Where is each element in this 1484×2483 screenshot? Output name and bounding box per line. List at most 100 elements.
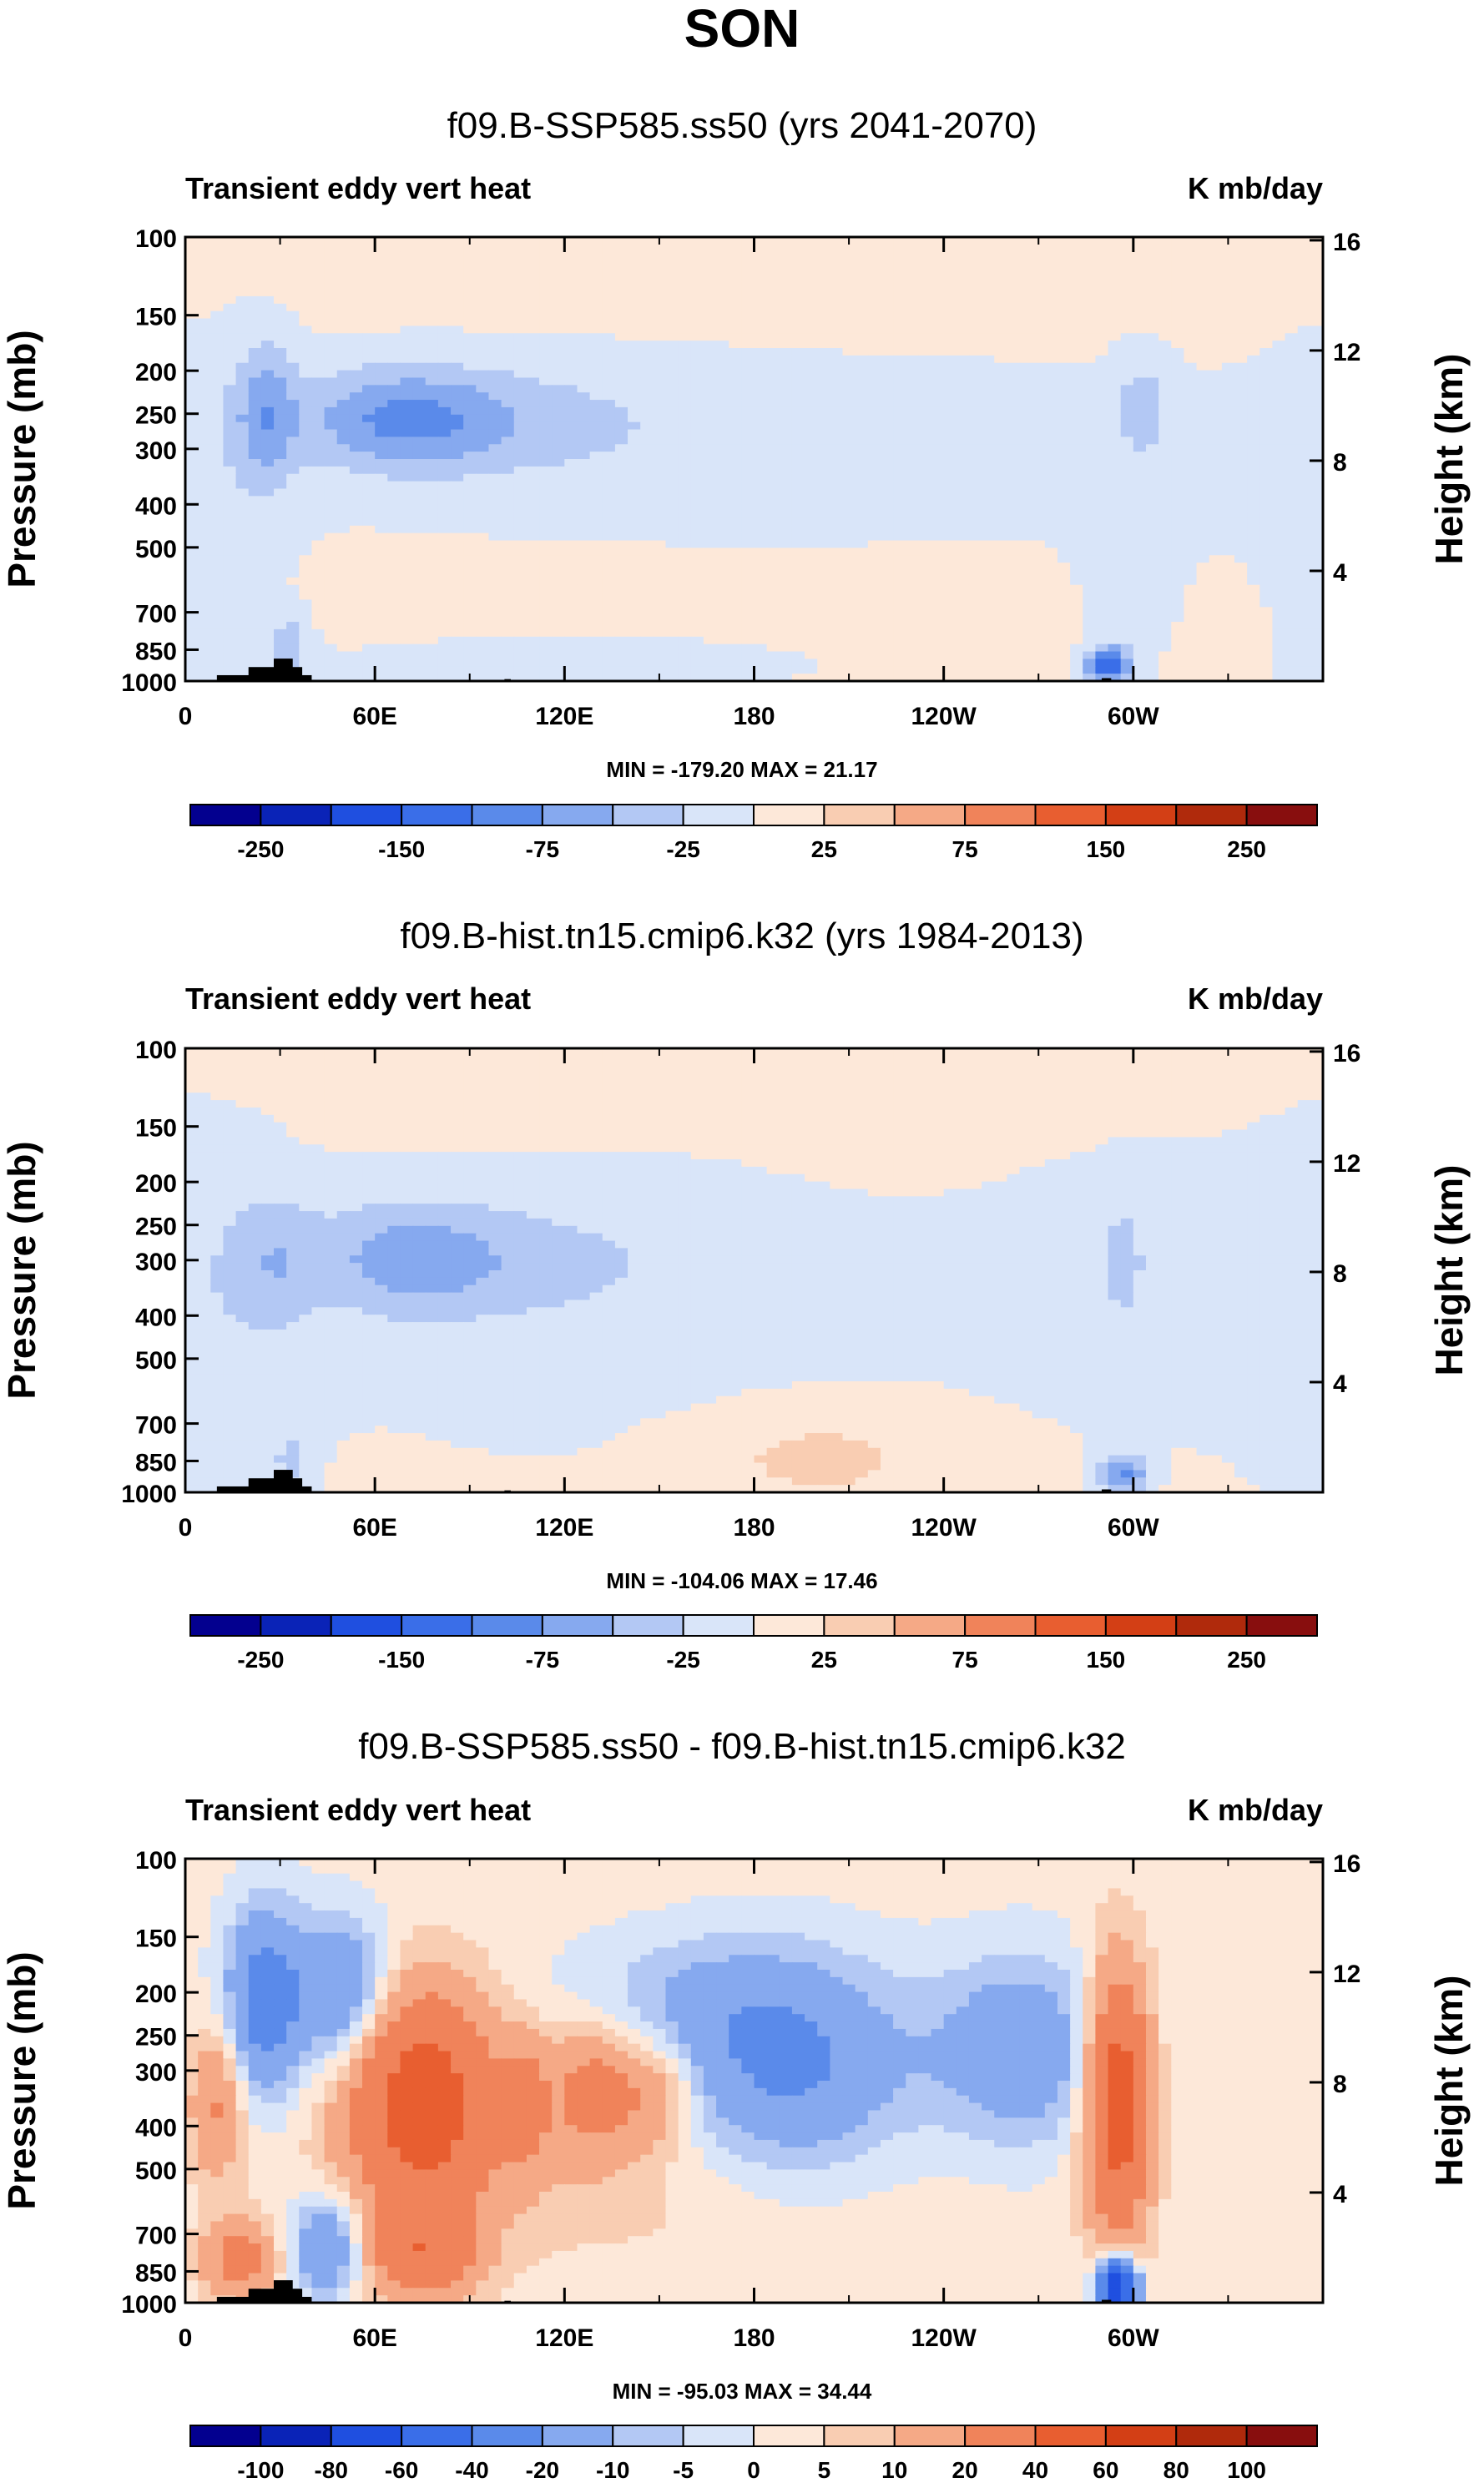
contour-cell [1133,392,1147,401]
contour-cell [678,414,692,423]
contour-cell [552,392,565,401]
contour-cell [1044,414,1058,423]
contour-cell [1070,318,1083,326]
contour-cell [539,341,553,349]
contour-cell [336,473,351,482]
contour-cell [906,326,919,334]
contour-cell [437,429,452,437]
contour-cell [741,400,755,408]
contour-cell [830,452,844,460]
contour-cell [1158,348,1172,356]
contour-cell [779,459,793,467]
contour-cell [1083,274,1096,282]
contour-cell [968,614,982,623]
contour-cell [577,266,591,275]
contour-cell [741,532,755,542]
contour-cell [842,414,856,423]
contour-cell [1285,244,1299,253]
contour-cell [451,259,464,268]
contour-cell [779,392,793,401]
contour-cell [653,406,667,416]
contour-cell [260,473,275,482]
contour-cell [589,392,603,401]
contour-cell [476,614,490,623]
contour-cell [893,540,906,548]
contour-cell [589,370,603,379]
contour-cell [956,496,970,504]
contour-cell [185,295,199,305]
contour-cell [906,318,919,326]
contour-cell [235,392,250,401]
contour-cell [451,563,464,571]
contour-cell [1032,525,1046,534]
contour-cell [375,607,388,615]
contour-cell [552,429,565,437]
contour-cell [1247,274,1260,282]
contour-cell [994,429,1007,437]
contour-cell [640,370,654,379]
contour-cell [1158,532,1172,542]
contour-cell [1259,385,1274,393]
contour-cell [1070,555,1083,563]
contour-cell [968,570,982,578]
contour-cell [1145,473,1159,482]
contour-cell [602,414,616,423]
contour-cell [539,392,553,401]
contour-cell [210,466,225,475]
contour-cell [1007,370,1021,379]
contour-cell [198,237,211,245]
contour-cell [324,577,338,586]
contour-cell [817,421,830,431]
contour-cell [678,643,692,653]
contour-cell [817,341,830,349]
contour-cell [387,555,401,563]
contour-cell [918,473,932,482]
contour-cell [400,406,414,416]
contour-cell [375,429,388,437]
contour-cell [1310,429,1324,437]
contour-cell [1259,584,1274,593]
contour-cell [1019,517,1033,527]
contour-cell [1285,295,1299,305]
contour-cell [286,341,300,349]
contour-cell [274,318,287,326]
contour-cell [968,517,982,527]
contour-cell [1171,406,1185,416]
contour-cell [918,421,932,431]
contour-cell [880,289,894,297]
contour-cell [375,622,388,630]
contour-cell [425,570,439,578]
contour-cell [1019,348,1033,356]
contour-cell [185,400,199,408]
contour-cell [336,237,351,245]
contour-cell [437,392,452,401]
contour-cell [653,555,667,563]
contour-cell [311,540,326,548]
contour-cell [741,555,755,563]
contour-cell [1285,370,1299,379]
contour-cell [982,452,995,460]
contour-cell [210,406,225,416]
contour-cell [1120,392,1134,401]
contour-cell [1171,414,1185,423]
contour-cell [286,400,300,408]
contour-cell [1133,525,1147,534]
contour-cell [210,548,225,556]
contour-cell [235,622,250,630]
contour-cell [1007,540,1021,548]
contour-cell [918,266,932,275]
contour-cell [830,481,844,490]
contour-cell [476,326,490,334]
contour-cell [614,636,628,645]
contour-cell [235,452,250,460]
contour-cell [1171,592,1185,601]
contour-cell [1057,251,1071,260]
contour-cell [678,466,692,475]
contour-cell [362,348,376,356]
contour-cell [1133,555,1147,563]
contour-cell [628,295,641,305]
contour-cell [1057,303,1071,312]
contour-cell [1196,370,1210,379]
contour-cell [1133,481,1147,490]
contour-cell [880,532,894,542]
